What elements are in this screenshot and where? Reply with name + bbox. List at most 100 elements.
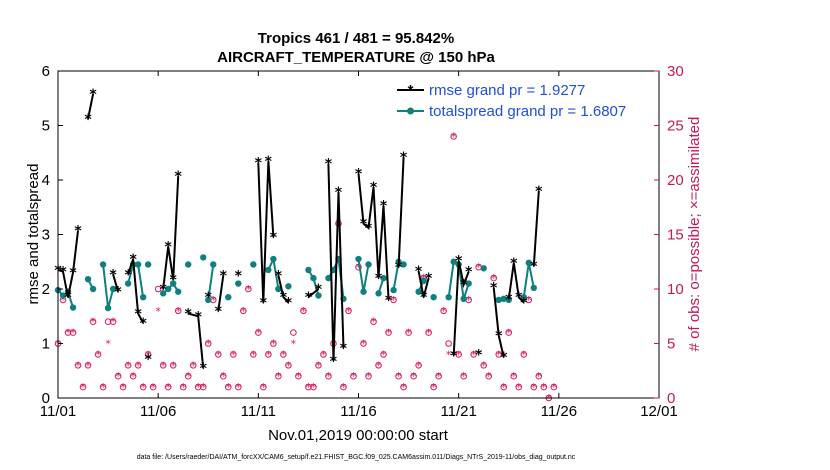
- obs-assimilated-point: *: [140, 381, 146, 394]
- obs-assimilated-point: *: [511, 370, 517, 383]
- obs-possible-point: [134, 362, 142, 369]
- totalspread-point: [250, 261, 257, 268]
- obs-assimilated-point: *: [391, 294, 397, 307]
- chart-title-line2: AIRCRAFT_TEMPERATURE @ 150 hPa: [217, 49, 495, 66]
- rmse-point: *: [515, 290, 523, 306]
- totalspread-point: [380, 274, 387, 282]
- obs-assimilated-point: *: [501, 381, 507, 394]
- obs-possible-point: [159, 362, 167, 369]
- obs-possible-point: [525, 296, 533, 304]
- obs-assimilated-point: *: [286, 359, 292, 372]
- rmse-point: *: [84, 112, 92, 128]
- totalspread-point: [390, 286, 397, 294]
- rmse-point: *: [165, 239, 173, 255]
- obs-possible-point: [89, 318, 97, 326]
- rmse-point: *: [114, 285, 122, 301]
- obs-possible-point: [245, 285, 252, 293]
- obs-assimilated-point: *: [311, 381, 317, 394]
- obs-assimilated-point: *: [506, 327, 512, 340]
- rmse-line-segment: [492, 287, 505, 358]
- rmse-point: *: [59, 265, 67, 281]
- obs-assimilated-point: *: [155, 305, 161, 318]
- totalspread-point: [400, 261, 407, 268]
- obs-assimilated-point: *: [431, 381, 437, 394]
- obs-assimilated-point: *: [441, 305, 447, 318]
- obs-possible-point: [74, 362, 82, 369]
- totalspread-point: [500, 295, 507, 303]
- obs-assimilated-point: *: [516, 381, 522, 394]
- obs-possible-point: [485, 372, 493, 380]
- rmse-point: *: [520, 296, 528, 312]
- rmse-point: *: [465, 265, 473, 281]
- obs-possible-point: [345, 307, 352, 315]
- totalspread-point: [450, 258, 457, 265]
- rmse-point: *: [195, 309, 203, 325]
- obs-assimilated-point: *: [466, 294, 472, 307]
- rmse-point: *: [74, 224, 82, 240]
- rmse-line-segment: [397, 157, 405, 268]
- obs-possible-point: [219, 372, 227, 380]
- rmse-point: *: [185, 307, 193, 323]
- obs-assimilated-point: *: [200, 381, 206, 394]
- rmse-point: *: [415, 264, 423, 280]
- chart-title-line1: Tropics 461 / 481 = 95.842%: [258, 30, 454, 47]
- totalspread-point: [530, 284, 537, 292]
- obs-possible-point: [350, 372, 357, 380]
- y-right-tick-label: 30: [667, 63, 684, 80]
- totalspread-point: [325, 274, 332, 282]
- obs-assimilated-point: *: [190, 359, 196, 372]
- rmse-point: *: [129, 252, 137, 268]
- obs-possible-point: [235, 383, 242, 391]
- obs-assimilated-point: *: [60, 294, 66, 307]
- totalspread-point: [104, 304, 112, 312]
- obs-possible-point: [119, 383, 127, 391]
- rmse-point: *: [385, 293, 393, 309]
- obs-possible-point: [495, 351, 503, 358]
- rmse-point: *: [175, 169, 183, 185]
- obs-assimilated-point: *: [165, 381, 171, 394]
- totalspread-point: [159, 290, 167, 297]
- rmse-point: *: [450, 348, 458, 364]
- totalspread-point: [360, 288, 367, 295]
- obs-possible-point: [455, 351, 462, 358]
- obs-possible-point: [425, 329, 432, 336]
- obs-assimilated-point: *: [246, 283, 252, 296]
- x-tick-label: 11/21: [440, 403, 476, 420]
- rmse-point: *: [109, 267, 117, 283]
- rmse-point: *: [370, 180, 378, 196]
- rmse-point: *: [265, 154, 273, 170]
- obs-possible-point: [480, 362, 488, 369]
- rmse-point: *: [510, 256, 518, 272]
- obs-possible-point: [69, 329, 77, 336]
- rmse-point: *: [285, 296, 293, 312]
- rmse-point: *: [495, 328, 503, 344]
- totalspread-point: [89, 285, 97, 293]
- rmse-point: *: [220, 268, 228, 284]
- rmse-point: *: [64, 290, 72, 306]
- rmse-line-segment: [277, 275, 290, 304]
- obs-assimilated-point: *: [115, 370, 121, 383]
- obs-possible-point: [405, 329, 412, 336]
- x-tick-label: 11/11: [241, 403, 276, 420]
- obs-assimilated-point: *: [361, 338, 367, 351]
- totalspread-point: [265, 266, 272, 274]
- obs-assimilated-point: *: [180, 381, 186, 394]
- rmse-line-segment: [327, 163, 345, 361]
- x-tick-label: 11/01: [40, 403, 76, 420]
- obs-possible-point: [214, 351, 222, 358]
- obs-assimilated-point: *: [476, 261, 482, 274]
- obs-possible-point: [229, 351, 237, 358]
- obs-assimilated-point: *: [356, 261, 362, 274]
- obs-possible-point: [395, 372, 402, 380]
- obs-assimilated-point: *: [160, 359, 166, 372]
- totalspread-point: [109, 285, 117, 293]
- rmse-point: *: [490, 280, 498, 296]
- y-left-axis-label: rmse and totalspread: [25, 164, 42, 305]
- rmse-point: *: [235, 268, 243, 284]
- rmse-point: *: [500, 350, 508, 366]
- y-left-tick-label: 4: [42, 172, 50, 189]
- totalspread-point: [205, 296, 212, 304]
- obs-assimilated-point: *: [536, 370, 542, 383]
- y-right-tick-label: 20: [667, 172, 684, 189]
